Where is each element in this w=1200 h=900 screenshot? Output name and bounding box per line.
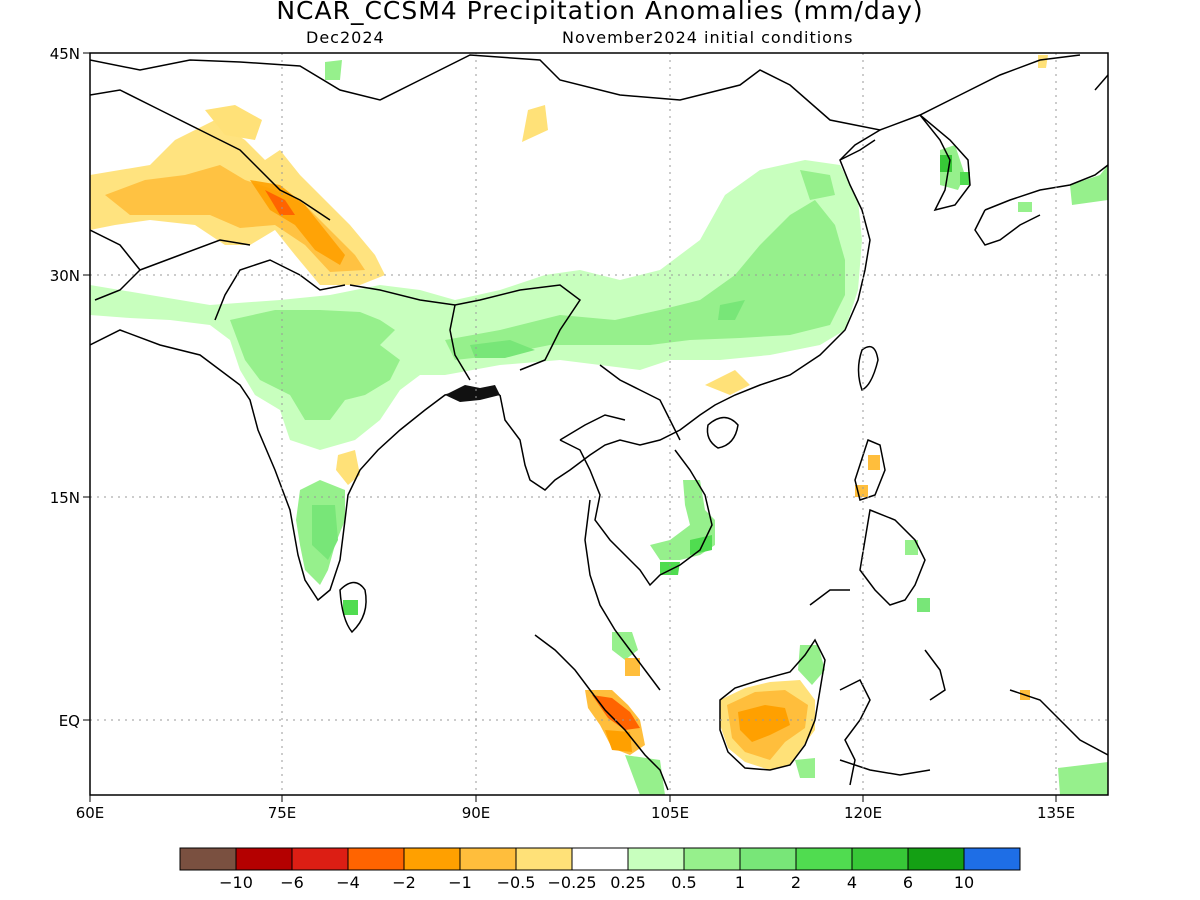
colorbar-label: −6 <box>280 873 304 892</box>
colorbar-swatch <box>291 847 349 871</box>
tick-marks <box>83 52 1057 802</box>
x-tick-label: 120E <box>844 804 882 822</box>
x-tick-label: 105E <box>651 804 689 822</box>
colorbar-swatch <box>403 847 461 871</box>
colorbar-label: 10 <box>954 873 974 892</box>
y-tick-label: 15N <box>50 489 80 507</box>
colorbar-label: 4 <box>847 873 857 892</box>
colorbar-swatch <box>459 847 517 871</box>
colorbar-label: −0.5 <box>497 873 536 892</box>
colorbar-label: −1 <box>448 873 472 892</box>
gridlines <box>90 53 1108 795</box>
colorbar-label: 6 <box>903 873 913 892</box>
coastlines <box>90 54 1108 791</box>
map-frame <box>89 52 1109 796</box>
delta-coast <box>445 385 500 402</box>
x-tick-label: 90E <box>462 804 491 822</box>
colorbar-swatch <box>235 847 293 871</box>
colorbar-label: −0.25 <box>547 873 596 892</box>
colorbar-swatch <box>347 847 405 871</box>
colorbar-label: −10 <box>219 873 253 892</box>
colorbar-label: −2 <box>392 873 416 892</box>
colorbar-label: −4 <box>336 873 360 892</box>
colorbar-swatch <box>627 847 685 871</box>
initial-conditions: November2024 initial conditions <box>562 28 854 47</box>
colorbar: −10 −6 −4 −2 −1 −0.5 −0.25 0.25 0.5 1 2 4 6 10 <box>179 847 1021 892</box>
colorbar-swatch <box>739 847 797 871</box>
x-tick-label: 75E <box>268 804 297 822</box>
colorbar-swatch <box>851 847 909 871</box>
x-tick-label: 60E <box>76 804 105 822</box>
colorbar-label: 1 <box>735 873 745 892</box>
colorbar-label: 0.25 <box>610 873 646 892</box>
y-tick-label: 45N <box>50 45 80 63</box>
colorbar-label: 2 <box>791 873 801 892</box>
y-tick-label: 30N <box>50 267 80 285</box>
anomaly-field <box>90 55 1108 795</box>
colorbar-swatch <box>907 847 965 871</box>
map-title: NCAR_CCSM4 Precipitation Anomalies (mm/d… <box>276 0 924 25</box>
colorbar-swatch <box>515 847 573 871</box>
x-tick-label: 135E <box>1037 804 1075 822</box>
colorbar-swatch <box>571 847 629 871</box>
colorbar-swatch <box>179 847 237 871</box>
colorbar-swatch <box>963 847 1021 871</box>
colorbar-label: 0.5 <box>671 873 696 892</box>
y-tick-label: EQ <box>59 712 80 730</box>
forecast-month: Dec2024 <box>306 28 385 47</box>
colorbar-swatch <box>795 847 853 871</box>
colorbar-swatch <box>683 847 741 871</box>
